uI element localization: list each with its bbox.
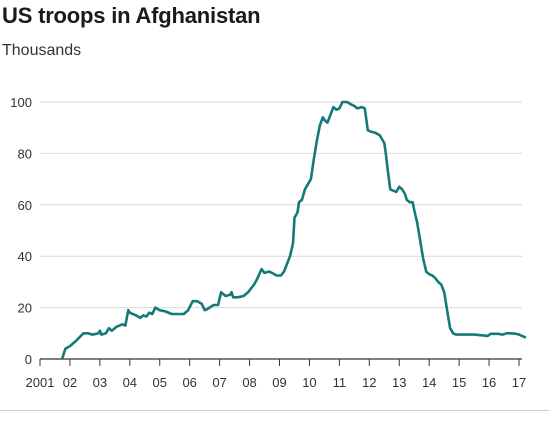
- y-tick-label: 0: [25, 352, 32, 367]
- y-tick-label: 80: [18, 146, 32, 161]
- x-tick-label: 13: [392, 375, 406, 390]
- series-line-us-troops: [61, 100, 527, 359]
- x-tick-label: 09: [272, 375, 286, 390]
- gridlines: [40, 101, 522, 360]
- x-tick-label: 03: [93, 375, 107, 390]
- x-tick-label: 02: [63, 375, 77, 390]
- x-tick-label: 15: [452, 375, 466, 390]
- y-tick-label: 20: [18, 301, 32, 316]
- x-tick-label: 10: [302, 375, 316, 390]
- x-tick-label: 16: [482, 375, 496, 390]
- footer-divider: [0, 410, 549, 411]
- x-tick-label: 04: [123, 375, 137, 390]
- chart-subtitle: Thousands: [2, 42, 82, 59]
- x-axis-ticks: 2001 02 03 04 05 06 07 08 09 10 11 12 13 14 15 16 17: [26, 359, 526, 390]
- y-tick-label: 100: [10, 95, 32, 110]
- x-tick-label: 05: [153, 375, 167, 390]
- y-axis-ticks: 0 20 40 60 80 100: [10, 95, 32, 367]
- x-tick-label: 2001: [26, 375, 55, 390]
- y-tick-label: 60: [18, 198, 32, 213]
- x-tick-label: 17: [512, 375, 526, 390]
- y-tick-label: 40: [18, 249, 32, 264]
- x-tick-label: 08: [242, 375, 256, 390]
- x-tick-label: 11: [333, 375, 347, 390]
- x-tick-label: 14: [422, 375, 436, 390]
- chart-title: US troops in Afghanistan: [2, 3, 261, 28]
- x-tick-label: 12: [362, 375, 376, 390]
- x-tick-label: 07: [212, 375, 226, 390]
- x-tick-label: 06: [182, 375, 196, 390]
